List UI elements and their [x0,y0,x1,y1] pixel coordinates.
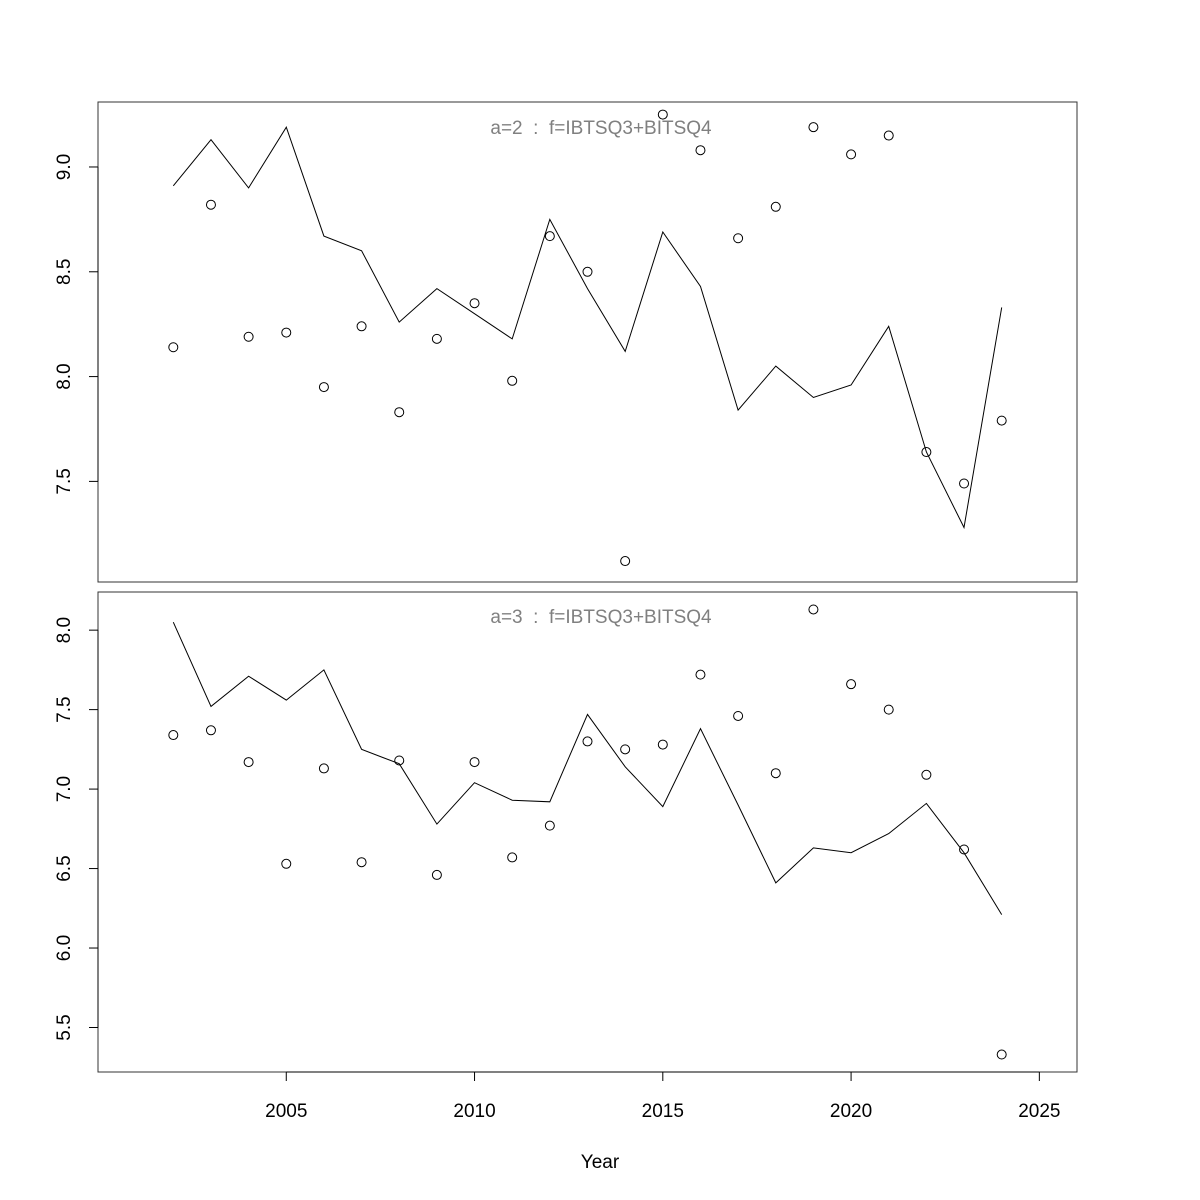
data-point [657,109,668,120]
data-point [431,333,442,344]
data-point [620,744,631,755]
data-point [695,669,706,680]
data-point [507,375,518,386]
x-axis: 2005 2010 2015 2020 2025 [265,1071,1060,1122]
data-point [431,869,442,880]
x-axis-title: Year [581,1152,620,1173]
data-point [544,231,555,242]
data-point [733,233,744,244]
panel-title-top: a=2 : f=IBTSQ3+BITSQ4 [490,118,712,139]
y-axis-bottom: 5.5 6.0 6.5 7.0 7.5 8.0 [54,617,99,1041]
x-tick-label: 2005 [265,1101,307,1122]
y-tick-label: 7.0 [54,776,75,802]
data-point [770,768,781,779]
data-point [846,679,857,690]
y-tick-label: 9.0 [54,154,75,180]
series-line [172,621,1003,915]
plot-frame-top [97,101,1078,583]
data-point [808,604,819,615]
data-point [356,321,367,332]
data-point [394,407,405,418]
panel-top: a=2 : f=IBTSQ3+BITSQ4 7.5 8.0 8.5 9.0 [54,101,1078,583]
data-point [469,757,480,768]
y-tick-label: 8.5 [54,259,75,285]
y-tick-label: 7.5 [54,696,75,722]
x-tick-label: 2020 [830,1101,872,1122]
data-point [883,704,894,715]
data-point [243,757,254,768]
y-tick-label: 6.5 [54,855,75,881]
data-point [205,725,216,736]
data-point [996,415,1007,426]
y-tick-label: 5.5 [54,1014,75,1040]
y-tick-label: 7.5 [54,468,75,494]
data-point [770,201,781,212]
data-point [996,1049,1007,1060]
data-point [243,331,254,342]
data-point [959,478,970,489]
data-point [507,852,518,863]
data-point [808,122,819,133]
data-point [921,447,932,458]
panel-title-bottom: a=3 : f=IBTSQ3+BITSQ4 [490,607,712,628]
plot-area-top [168,109,1007,567]
data-point [205,199,216,210]
panel-bottom: a=3 : f=IBTSQ3+BITSQ4 5.5 6.0 6.5 7.0 7.5 8.0… [54,591,1078,1122]
data-point [620,556,631,567]
data-point [318,763,329,774]
data-point [921,769,932,780]
data-point [394,755,405,766]
data-point [544,820,555,831]
data-point [281,858,292,869]
data-point [318,382,329,393]
data-point [883,130,894,141]
y-tick-label: 8.0 [54,617,75,643]
data-point [356,857,367,868]
series-line [172,126,1003,530]
y-tick-label: 8.0 [54,363,75,389]
x-tick-label: 2010 [453,1101,495,1122]
x-tick-label: 2015 [642,1101,684,1122]
x-tick-label: 2025 [1018,1101,1060,1122]
data-point [657,739,668,750]
data-point [695,145,706,156]
plot-area-bottom [168,604,1007,1060]
data-point [281,327,292,338]
data-point [168,730,179,741]
data-point [733,710,744,721]
data-point [959,844,970,855]
data-point [582,736,593,747]
y-tick-label: 6.0 [54,935,75,961]
data-point [168,342,179,353]
data-point [582,266,593,277]
plot-frame-bottom [97,591,1078,1073]
data-point [846,149,857,160]
data-point [469,298,480,309]
y-axis-top: 7.5 8.0 8.5 9.0 [54,154,99,495]
